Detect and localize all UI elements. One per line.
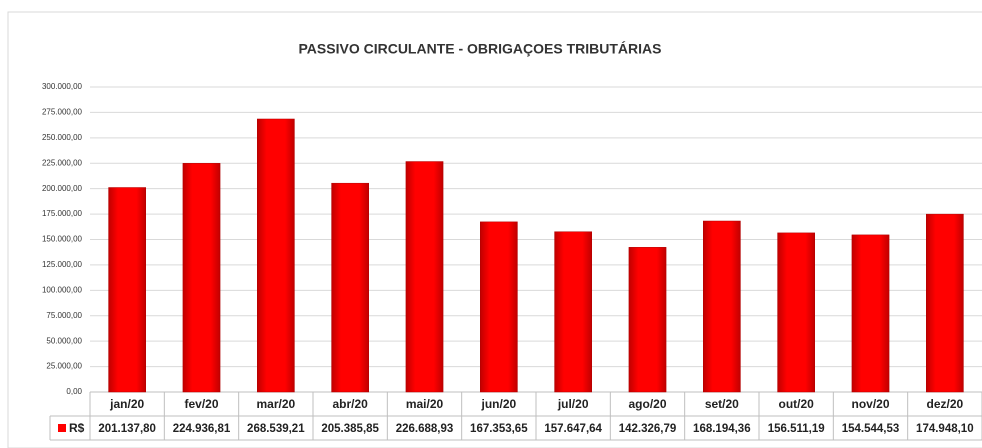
x-tick-label: ago/20 (628, 397, 666, 411)
chart-title: PASSIVO CIRCULANTE - OBRIGAÇOES TRIBUTÁR… (299, 41, 662, 57)
y-tick-label: 75.000,00 (46, 311, 82, 320)
x-tick-label: mai/20 (406, 397, 444, 411)
x-tick-label: out/20 (778, 397, 814, 411)
x-tick-label: dez/20 (926, 397, 963, 411)
x-tick-label: fev/20 (184, 397, 218, 411)
data-table-value: 268.539,21 (247, 423, 305, 435)
x-tick-label: mar/20 (256, 397, 295, 411)
bar (703, 220, 741, 393)
x-tick-label: nov/20 (851, 397, 889, 411)
y-tick-label: 50.000,00 (46, 336, 82, 345)
data-table-value: 226.688,93 (396, 423, 454, 435)
legend-label: R$ (69, 421, 85, 435)
y-tick-label: 25.000,00 (46, 362, 82, 371)
y-tick-label: 225.000,00 (42, 158, 83, 167)
bar (331, 182, 370, 393)
x-tick-label: abr/20 (332, 397, 368, 411)
x-tick-label: jul/20 (557, 397, 589, 411)
bar (777, 232, 815, 393)
y-tick-label: 150.000,00 (42, 235, 83, 244)
data-table-value: 157.647,64 (544, 423, 602, 435)
x-tick-label: jan/20 (109, 397, 144, 411)
bar (182, 163, 221, 393)
data-table-value: 154.544,53 (842, 423, 900, 435)
bar (926, 213, 964, 393)
y-tick-label: 200.000,00 (42, 184, 83, 193)
data-table-value: 205.385,85 (321, 423, 379, 435)
bar (405, 161, 444, 393)
y-tick-label: 250.000,00 (42, 133, 83, 142)
bar (851, 234, 890, 393)
y-tick-label: 100.000,00 (42, 285, 83, 294)
bar (108, 187, 147, 393)
y-tick-label: 275.000,00 (42, 108, 83, 117)
y-tick-label: 0,00 (66, 387, 82, 396)
y-tick-label: 300.000,00 (42, 82, 83, 91)
bar (554, 231, 592, 393)
data-table-value: 201.137,80 (98, 423, 156, 435)
bar (628, 247, 667, 393)
data-table-value: 156.511,19 (768, 423, 825, 435)
x-tick-label: jun/20 (480, 397, 516, 411)
data-table-value: 168.194,36 (693, 423, 751, 435)
legend-key (58, 424, 66, 432)
bar (257, 118, 295, 393)
x-tick-label: set/20 (705, 397, 739, 411)
data-table-value: 224.936,81 (173, 423, 231, 435)
data-table-value: 174.948,10 (916, 423, 974, 435)
data-table-value: 142.326,79 (619, 423, 677, 435)
bar (480, 221, 518, 393)
data-table-value: 167.353,65 (470, 423, 528, 435)
y-tick-label: 125.000,00 (42, 260, 83, 269)
y-tick-label: 175.000,00 (42, 209, 83, 218)
